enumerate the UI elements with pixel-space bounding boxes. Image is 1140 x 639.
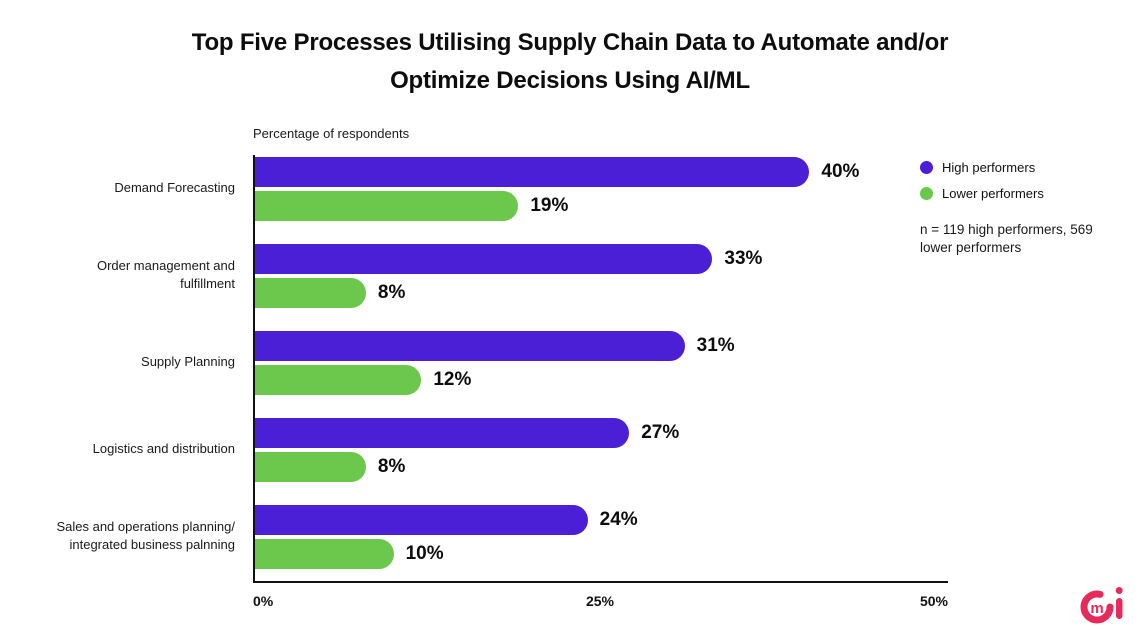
bar-value-label: 8%	[377, 456, 406, 477]
category-label: Sales and operations planning/ integrate…	[56, 519, 235, 552]
bar-value-label: 24%	[599, 509, 638, 530]
bar-lower-performers: 12%	[255, 365, 471, 395]
brand-logo-icon: m	[1080, 587, 1123, 624]
legend-dot-lower-performers-icon	[920, 187, 933, 200]
bar-high-performers: 33%	[255, 244, 762, 274]
category-label: Supply Planning	[141, 354, 235, 369]
category-label: Logistics and distribution	[92, 441, 235, 456]
bar-value-label: 12%	[433, 369, 472, 390]
category-label: Order management and fulfillment	[96, 258, 235, 291]
legend-item-lower-performers: Lower performers	[920, 186, 1044, 201]
bar-value-label: 19%	[530, 195, 569, 216]
bar-value-label: 8%	[377, 282, 406, 303]
plot-area: 40% 19% 33% 8% 31% 12% 27% 8% 24% 10%	[253, 155, 948, 583]
bar-value-label: 27%	[641, 422, 680, 443]
svg-text:m: m	[1090, 600, 1103, 617]
bar-value-label: 31%	[696, 335, 735, 356]
sample-size-note: n = 119 high performers, 569 lower perfo…	[920, 222, 1093, 255]
bar-high-performers: 27%	[255, 418, 679, 448]
legend-dot-high-performers-icon	[920, 161, 933, 174]
legend-item-high-performers: High performers	[920, 160, 1035, 175]
bar-lower-performers: 8%	[255, 452, 405, 482]
x-tick-25: 25%	[585, 593, 615, 609]
x-tick-50: 50%	[919, 593, 948, 609]
page-title: Top Five Processes Utilising Supply Chai…	[191, 29, 949, 94]
bar-value-label: 40%	[821, 161, 860, 182]
bar-value-label: 33%	[724, 248, 763, 269]
bar-high-performers: 31%	[255, 331, 735, 361]
x-tick-0: 0%	[253, 593, 274, 609]
bar-high-performers: 40%	[255, 157, 859, 187]
bar-lower-performers: 8%	[255, 278, 405, 308]
axis-title: Percentage of respondents	[253, 126, 410, 141]
legend-label-high-performers: High performers	[942, 160, 1036, 175]
bar-value-label: 10%	[405, 543, 444, 564]
bar-high-performers: 24%	[255, 505, 638, 535]
legend-label-lower-performers: Lower performers	[942, 186, 1044, 201]
bar-lower-performers: 19%	[255, 191, 568, 221]
category-label: Demand Forecasting	[114, 180, 235, 195]
bar-lower-performers: 10%	[255, 539, 444, 569]
